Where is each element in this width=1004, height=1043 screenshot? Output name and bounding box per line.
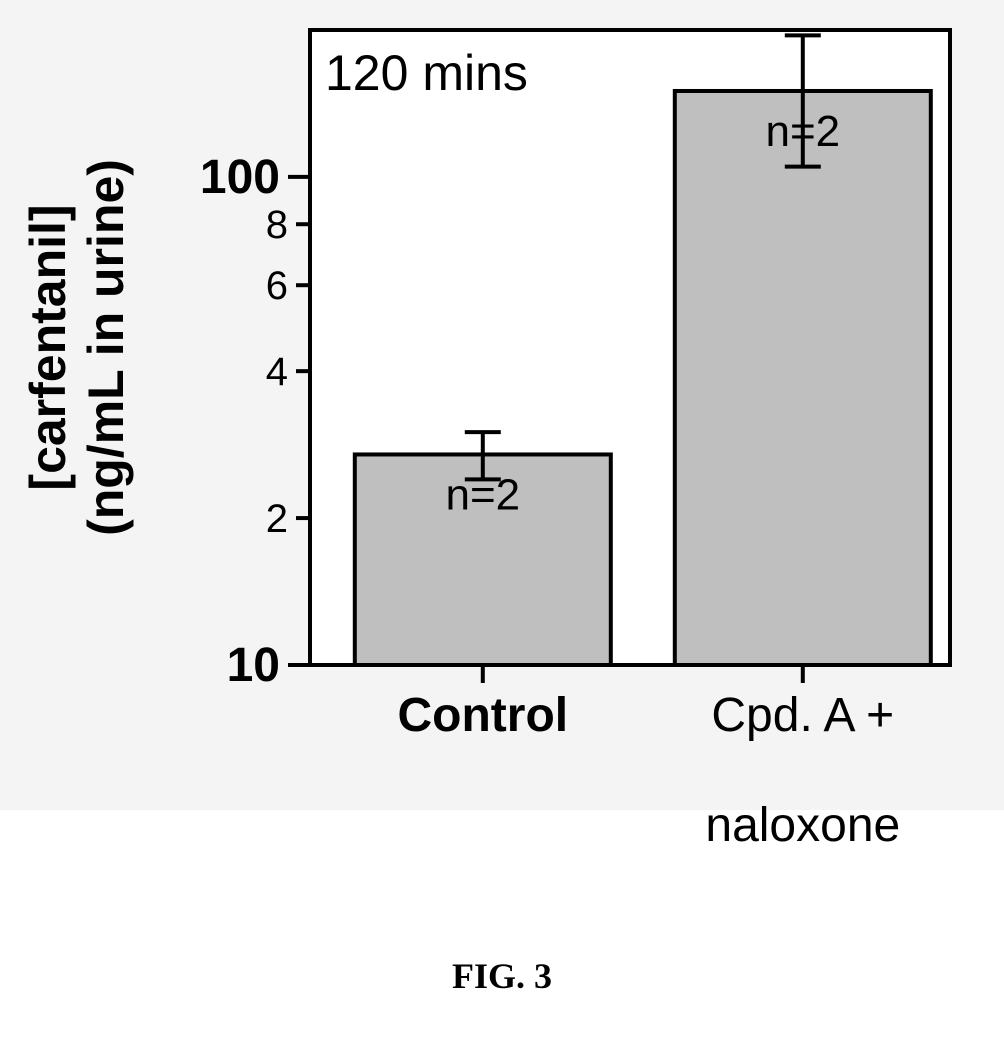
- y-axis-label-line1: [carfentanil]: [20, 204, 76, 490]
- y-tick-label: 10: [227, 639, 280, 692]
- figure-caption: FIG. 3: [0, 955, 1004, 997]
- y-tick-label: 2: [266, 497, 288, 541]
- bar-n-label: n=2: [765, 107, 840, 156]
- x-tick-label-line2: naloxone: [705, 799, 900, 852]
- chart-annotation: 120 mins: [325, 45, 528, 101]
- y-tick-label: 6: [266, 264, 288, 308]
- y-axis-label-line2: (ng/mL in urine): [78, 159, 134, 536]
- bar: [675, 91, 931, 665]
- x-tick-label: Cpd. A +: [711, 689, 894, 742]
- page-root: n=2 n=2 120 mins 10 2 4 6 8100 Control Cpd. A + na…: [0, 0, 1004, 1043]
- chart-svg: n=2 n=2 120 mins 10 2 4 6 8100 Control Cpd. A + na…: [0, 0, 1004, 1043]
- y-tick-label: 100: [200, 151, 280, 204]
- bar-n-label: n=2: [445, 470, 520, 519]
- y-tick-label: 4: [266, 350, 288, 394]
- x-tick-label: Control: [397, 689, 568, 742]
- y-tick-label: 8: [266, 203, 288, 247]
